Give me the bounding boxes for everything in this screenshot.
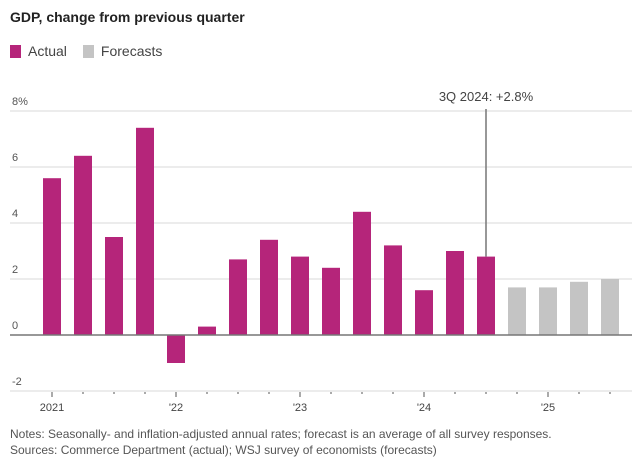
y-tick-label: 4 [12,208,18,220]
bar-forecast [508,287,526,335]
y-tick-label: 2 [12,264,18,276]
x-tick-label: 2021 [40,402,64,414]
bar-actual [415,290,433,335]
bar-actual [322,267,340,335]
legend-item-forecasts: Forecasts [82,43,163,59]
legend-swatch-actual [10,44,21,58]
legend-item-actual: Actual [10,43,67,59]
legend-swatch-forecasts [82,44,94,58]
y-tick-label: -2 [12,376,22,388]
legend-label-actual: Actual [28,43,67,59]
bar-actual [260,239,278,335]
bar-chart: 8% 6 4 2 0 -2 2021 '22 '23 '24 '25 3Q 2024: +2.8% [10,89,632,414]
x-tick-label: '22 [169,402,183,414]
bar-actual [105,237,123,335]
bar-actual [167,335,185,363]
x-tick-label: '24 [417,402,431,414]
notes: Notes: Seasonally- and inflation-adjuste… [10,426,552,458]
y-tick-label: 6 [12,152,18,164]
y-tick-label: 0 [12,320,18,332]
legend: Actual Forecasts [10,43,178,59]
bar-actual [291,256,309,335]
bar-actual [229,259,247,335]
bar-actual [384,245,402,335]
chart-title: GDP, change from previous quarter [10,9,245,25]
bar-forecast [570,281,588,335]
x-tick-label: '25 [541,402,555,414]
y-tick-label: 8% [12,96,28,108]
bar-actual [74,155,92,335]
annotation-label: 3Q 2024: +2.8% [439,89,534,104]
bar-actual [136,127,154,335]
notes-text: Notes: Seasonally- and inflation-adjuste… [10,427,552,441]
bar-actual [477,256,495,335]
sources-text: Sources: Commerce Department (actual); W… [10,443,437,457]
bar-forecast [601,279,619,335]
bar-actual [353,211,371,335]
bar-actual [43,178,61,335]
bar-actual [446,251,464,335]
bar-actual [198,326,216,335]
legend-label-forecasts: Forecasts [100,43,163,59]
bar-forecast [539,287,557,335]
x-tick-label: '23 [293,402,307,414]
